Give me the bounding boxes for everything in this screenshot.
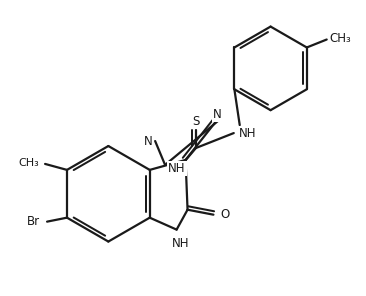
Text: NH: NH [172,237,189,250]
Text: NH: NH [168,163,186,176]
Text: Br: Br [27,215,40,228]
Text: NH: NH [239,127,257,140]
Text: N: N [144,135,153,147]
Text: S: S [192,115,199,128]
Text: O: O [221,208,230,221]
Text: N: N [213,108,222,121]
Text: CH₃: CH₃ [330,32,351,45]
Text: CH₃: CH₃ [19,158,40,168]
